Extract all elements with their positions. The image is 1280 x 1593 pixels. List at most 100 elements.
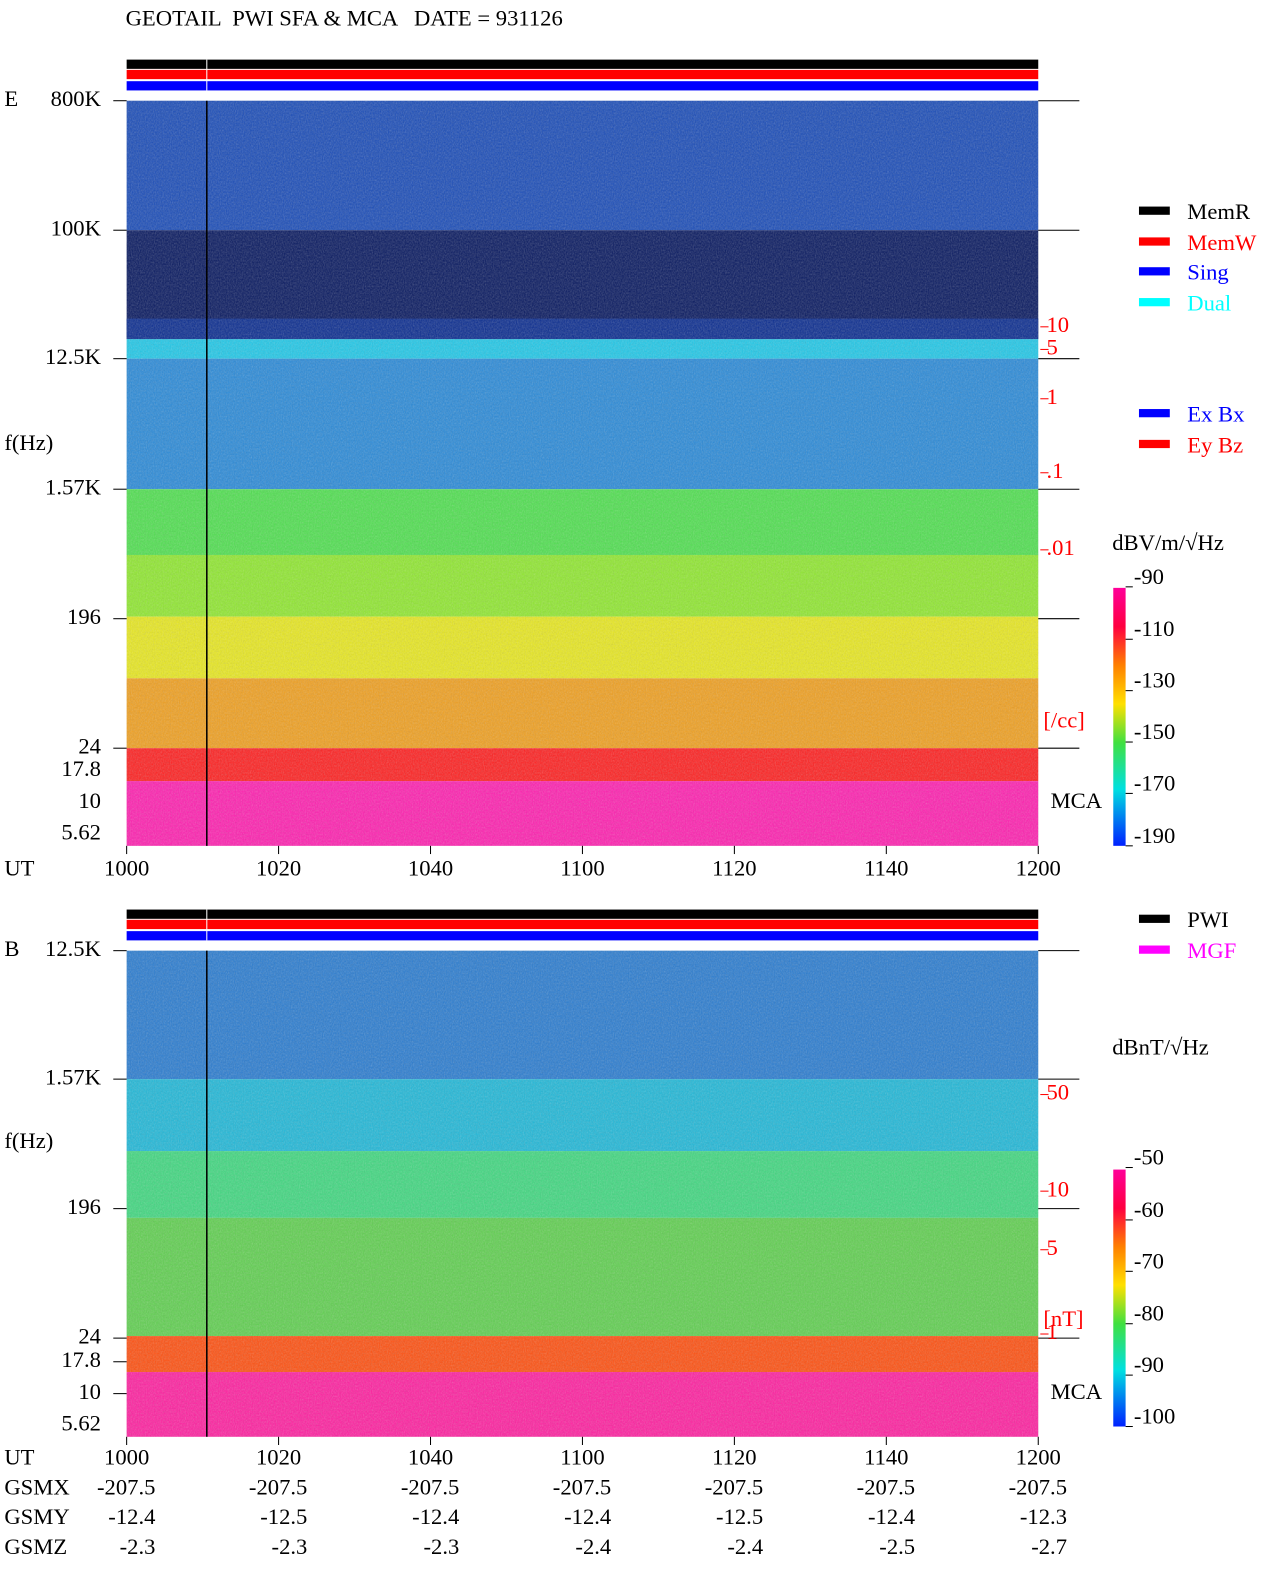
ephemeris-value: -207.5 bbox=[1009, 1474, 1067, 1499]
y-tick-label: 24 bbox=[78, 733, 101, 758]
status-bar bbox=[126, 919, 1039, 930]
y-tick-label: 100K bbox=[51, 215, 102, 240]
panel-label: B bbox=[4, 936, 19, 961]
y-tick-label: 196 bbox=[67, 604, 101, 629]
right-scale-label: 1 bbox=[1046, 384, 1057, 409]
panel-label: E bbox=[4, 86, 18, 111]
x-tick-label: 1000 bbox=[104, 856, 149, 881]
x-tick-label: 1040 bbox=[408, 1445, 453, 1470]
ephemeris-name: GSMX bbox=[4, 1474, 69, 1499]
x-tick-label: 1100 bbox=[560, 856, 604, 881]
status-bar bbox=[126, 81, 1039, 91]
legend-swatch bbox=[1138, 914, 1170, 923]
legend-label: PWI bbox=[1187, 907, 1228, 932]
spectrogram-noise bbox=[126, 950, 1039, 1437]
x-tick-label: 1120 bbox=[712, 1445, 756, 1470]
ephemeris-value: -12.5 bbox=[260, 1504, 307, 1529]
legend-swatch bbox=[1138, 409, 1170, 418]
x-axis-label: UT bbox=[4, 856, 34, 881]
ephemeris-value: -207.5 bbox=[249, 1474, 307, 1499]
x-tick-label: 1020 bbox=[256, 1445, 301, 1470]
x-tick-label: 1020 bbox=[256, 856, 301, 881]
y-axis-label: f(Hz) bbox=[4, 1128, 53, 1153]
legend-swatch bbox=[1138, 267, 1170, 276]
legend-swatch bbox=[1138, 237, 1170, 246]
colorbar-label: -190 bbox=[1134, 823, 1175, 848]
right-scale-label: .1 bbox=[1046, 458, 1063, 483]
colorbar-label: -60 bbox=[1134, 1197, 1164, 1222]
status-bar bbox=[126, 909, 1039, 919]
ephemeris-value: -207.5 bbox=[705, 1474, 763, 1499]
legend-label: Ey Bz bbox=[1187, 432, 1243, 457]
ephemeris-value: -2.3 bbox=[272, 1534, 308, 1559]
y-tick-label: 12.5K bbox=[45, 936, 102, 961]
y-tick-label: 10 bbox=[78, 1379, 101, 1404]
legend-label: MemR bbox=[1187, 199, 1251, 224]
y-tick-label: 17.8 bbox=[61, 1347, 101, 1372]
x-tick-label: 1140 bbox=[864, 856, 908, 881]
right-scale-unit: [/cc] bbox=[1043, 708, 1084, 733]
y-tick-label: 12.5K bbox=[45, 344, 102, 369]
colorbar-unit: dBV/m/√Hz bbox=[1112, 530, 1224, 555]
colorbar bbox=[1113, 1169, 1126, 1427]
y-tick-label: 5.62 bbox=[61, 820, 101, 845]
legend-swatch bbox=[1138, 439, 1170, 449]
title: GEOTAIL PWI SFA & MCA DATE = 931126 bbox=[126, 6, 563, 31]
status-bar bbox=[126, 931, 1039, 941]
colorbar-label: -110 bbox=[1134, 616, 1175, 641]
status-bar bbox=[126, 69, 1039, 80]
legend-label: Ex Bx bbox=[1187, 401, 1245, 426]
y-tick-label: 196 bbox=[67, 1194, 101, 1219]
legend-label: MemW bbox=[1187, 230, 1257, 255]
y-tick-label: 800K bbox=[51, 86, 102, 111]
colorbar-unit: dBnT/√Hz bbox=[1112, 1035, 1209, 1060]
right-scale-unit: [nT] bbox=[1043, 1306, 1083, 1331]
ephemeris-value: -2.7 bbox=[1031, 1534, 1067, 1559]
x-tick-label: 1100 bbox=[560, 1445, 604, 1470]
legend-label: MGF bbox=[1187, 938, 1236, 963]
right-scale-label: 5 bbox=[1046, 335, 1057, 360]
colorbar-label: -90 bbox=[1134, 564, 1164, 589]
status-bar bbox=[126, 59, 1039, 69]
legend-swatch bbox=[1138, 298, 1170, 307]
colorbar-label: -90 bbox=[1134, 1352, 1164, 1377]
ephemeris-value: -12.4 bbox=[868, 1504, 915, 1529]
ephemeris-value: -207.5 bbox=[401, 1474, 459, 1499]
ephemeris-value: -2.4 bbox=[727, 1534, 763, 1559]
ephemeris-value: -207.5 bbox=[553, 1474, 611, 1499]
ephemeris-value: -12.4 bbox=[412, 1504, 459, 1529]
mca-label: MCA bbox=[1051, 1379, 1103, 1404]
x-tick-label: 1040 bbox=[408, 856, 453, 881]
ephemeris-name: GSMY bbox=[4, 1504, 69, 1529]
colorbar bbox=[1113, 587, 1126, 846]
spectrogram-noise bbox=[126, 100, 1039, 846]
ephemeris-value: -2.3 bbox=[120, 1534, 156, 1559]
x-tick-label: 1000 bbox=[104, 1445, 149, 1470]
ephemeris-value: -12.5 bbox=[716, 1504, 763, 1529]
ephemeris-value: -207.5 bbox=[97, 1474, 155, 1499]
right-scale-label: .01 bbox=[1046, 535, 1074, 560]
right-scale-label: 10 bbox=[1046, 312, 1069, 337]
colorbar-label: -150 bbox=[1134, 719, 1175, 744]
ephemeris-value: -12.4 bbox=[108, 1504, 155, 1529]
ephemeris-name: GSMZ bbox=[4, 1534, 67, 1559]
ephemeris-value: -12.3 bbox=[1020, 1504, 1067, 1529]
y-tick-label: 10 bbox=[78, 788, 101, 813]
x-tick-label: 1120 bbox=[712, 856, 756, 881]
legend-label: Dual bbox=[1187, 290, 1231, 315]
y-tick-label: 5.62 bbox=[61, 1411, 101, 1436]
legend-label: Sing bbox=[1187, 260, 1228, 285]
colorbar-label: -170 bbox=[1134, 770, 1175, 795]
y-tick-label: 24 bbox=[78, 1323, 101, 1348]
ephemeris-value: -12.4 bbox=[564, 1504, 611, 1529]
ephemeris-value: -207.5 bbox=[857, 1474, 915, 1499]
colorbar-label: -80 bbox=[1134, 1301, 1164, 1326]
legend-swatch bbox=[1138, 206, 1170, 215]
x-tick-label: 1140 bbox=[864, 1445, 908, 1470]
x-axis-label: UT bbox=[4, 1445, 34, 1470]
y-axis-label: f(Hz) bbox=[4, 430, 53, 455]
colorbar-label: -50 bbox=[1134, 1144, 1164, 1169]
colorbar-label: -70 bbox=[1134, 1248, 1164, 1273]
ephemeris-value: -2.5 bbox=[879, 1534, 915, 1559]
